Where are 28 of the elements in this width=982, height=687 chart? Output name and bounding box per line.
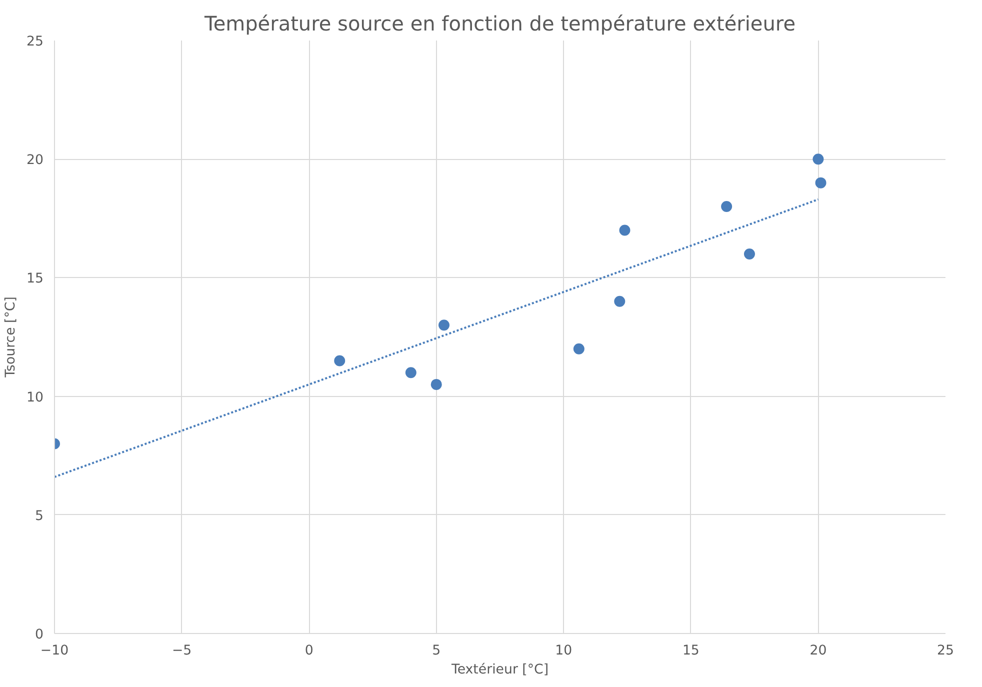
y-tick-label: 0 xyxy=(35,628,44,642)
point xyxy=(744,248,755,260)
x-tick-label: −5 xyxy=(172,644,192,658)
x-tick-label: 0 xyxy=(304,644,314,658)
y-tick-label: 10 xyxy=(26,390,44,406)
point xyxy=(573,343,584,354)
x-tick-label: 25 xyxy=(937,644,954,658)
point xyxy=(812,154,824,165)
x-tick-label: −10 xyxy=(40,644,69,658)
point xyxy=(614,296,626,307)
point xyxy=(721,201,732,212)
x-tick-label: 10 xyxy=(555,644,572,658)
chart-title: Température source en fonction de température extérieure xyxy=(204,12,796,36)
y-tick-label: 5 xyxy=(35,508,44,524)
x-axis-title: Textérieur [°C] xyxy=(450,662,549,678)
point xyxy=(619,224,630,236)
point xyxy=(430,378,442,390)
point xyxy=(405,367,416,378)
point xyxy=(334,355,346,366)
y-tick-label: 25 xyxy=(26,34,44,50)
x-tick-label: 15 xyxy=(682,644,700,658)
y-axis-title: Tsource [°C] xyxy=(4,296,19,378)
y-tick-label: 15 xyxy=(26,272,44,287)
y-tick-label: 20 xyxy=(26,153,44,168)
x-tick-label: 5 xyxy=(432,644,441,658)
x-tick-label: 20 xyxy=(810,644,827,658)
point xyxy=(815,177,826,188)
point xyxy=(438,320,450,331)
